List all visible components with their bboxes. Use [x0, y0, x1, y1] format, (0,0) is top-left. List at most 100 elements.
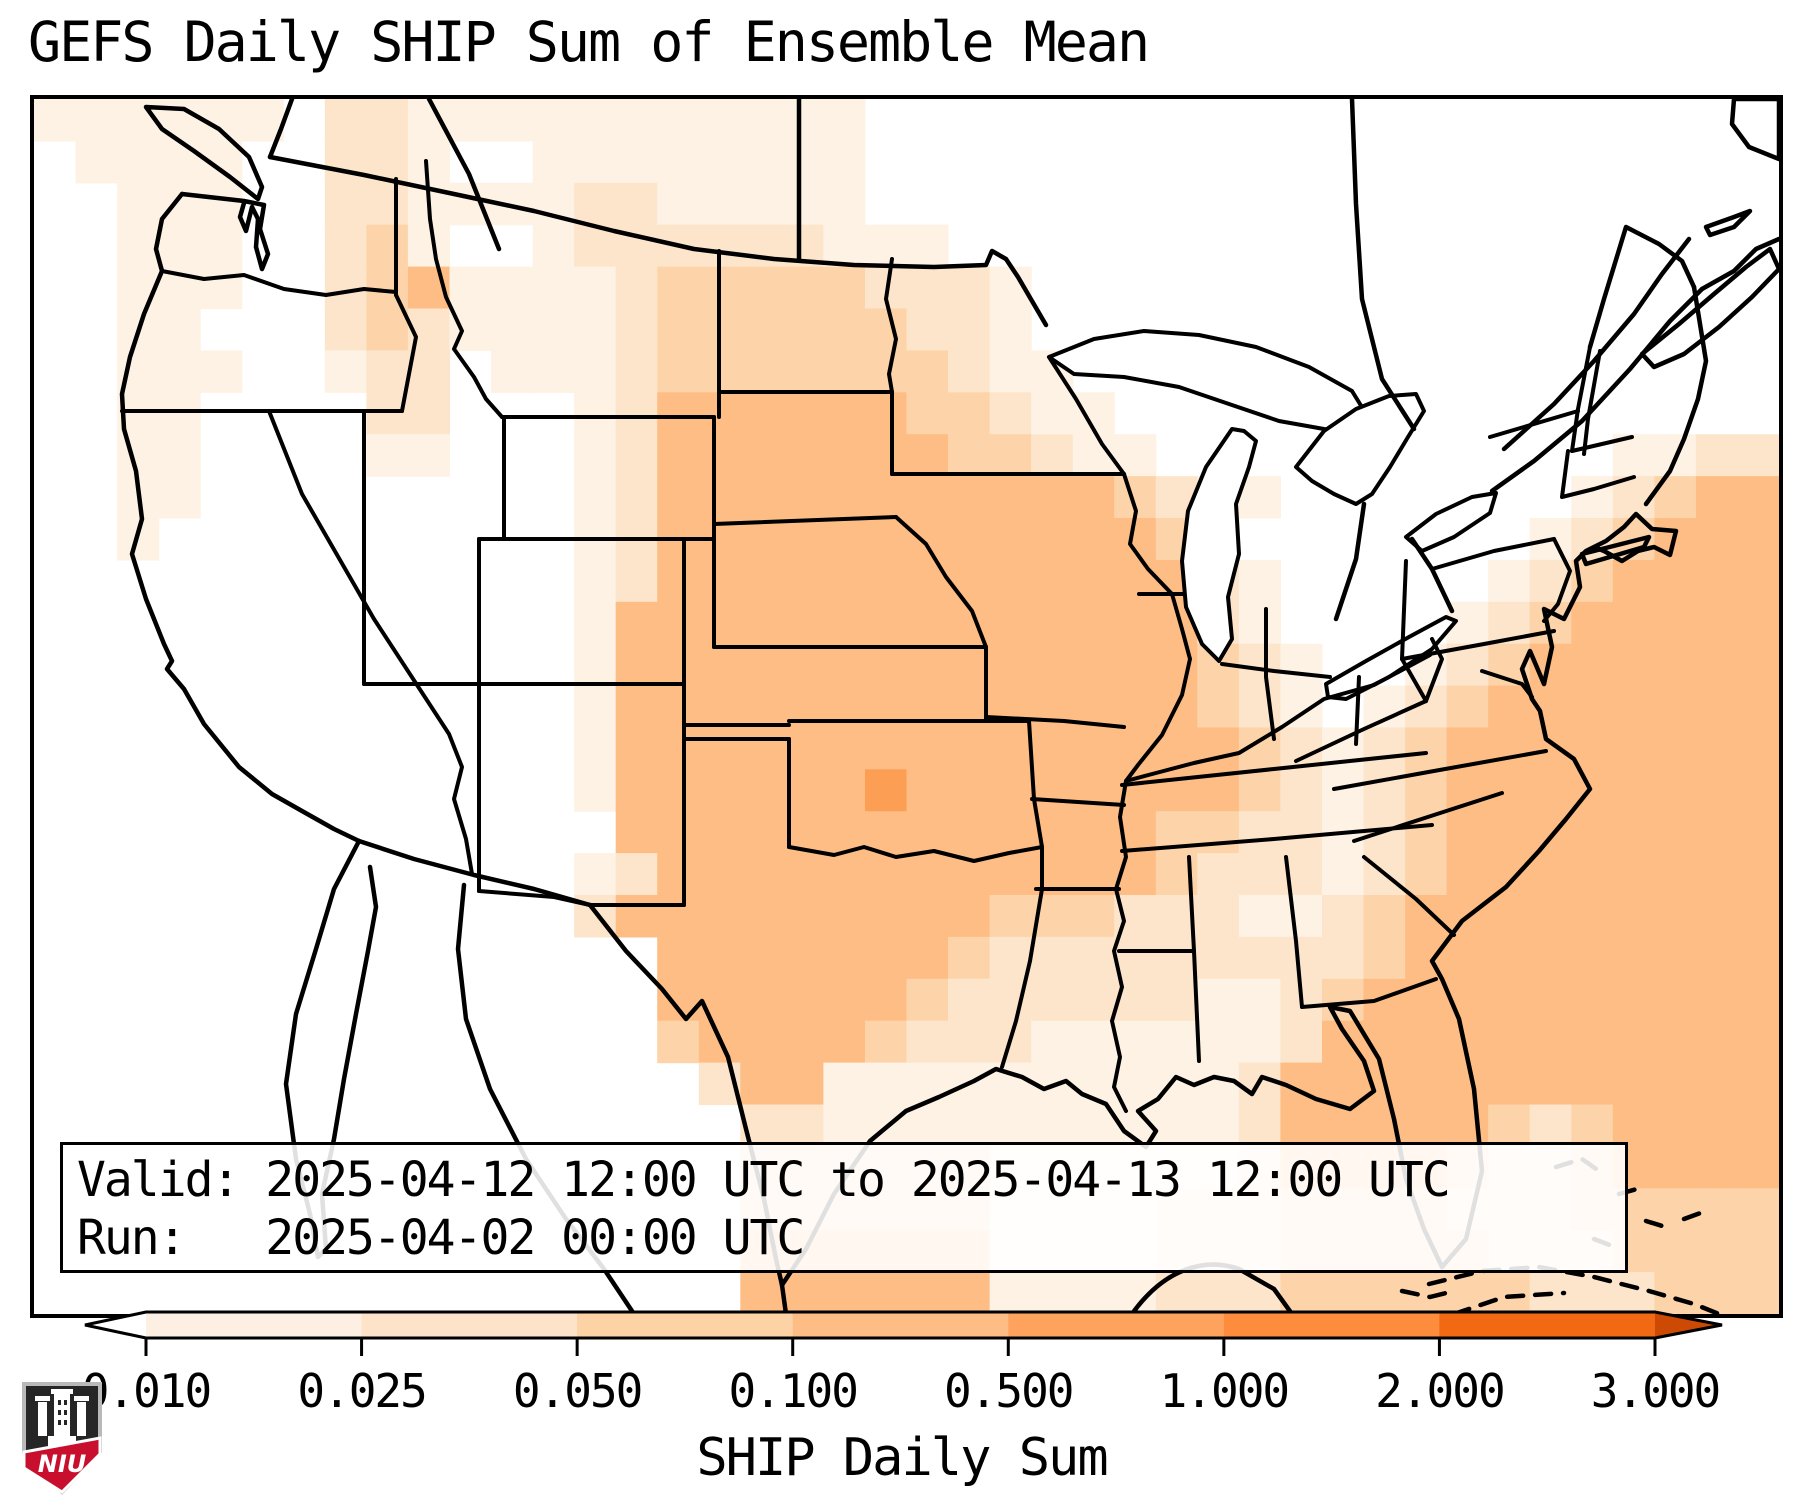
- heat-cell: [657, 434, 700, 477]
- heat-cell: [1737, 895, 1779, 938]
- heat-cell: [906, 476, 949, 519]
- heat-cell: [781, 1062, 824, 1106]
- ks-ok-border: [682, 719, 1031, 727]
- missouri-river: [894, 515, 988, 649]
- heat-cell: [823, 266, 866, 310]
- heat-cell: [1612, 1272, 1655, 1314]
- heat-cell: [657, 769, 700, 812]
- heat-cell: [1072, 936, 1115, 980]
- heat-cell: [1031, 559, 1074, 603]
- heat-cell: [1612, 936, 1655, 980]
- heat-cell: [865, 769, 908, 812]
- heat-cell: [1405, 1020, 1448, 1064]
- heat-cell: [1322, 978, 1365, 1022]
- colorbar-tick-label: 0.050: [513, 1364, 641, 1418]
- ca-nv-border: [267, 409, 474, 876]
- heat-cell: [906, 1020, 949, 1064]
- florida-keys: [1399, 1288, 1457, 1300]
- ship-heatmap-layer: [34, 99, 1779, 1314]
- heat-cell: [698, 99, 741, 142]
- heat-cell: [698, 182, 741, 226]
- heat-cell: [906, 434, 949, 477]
- heat-cell: [324, 350, 367, 393]
- heat-cell: [574, 140, 617, 184]
- heat-cell: [574, 559, 617, 603]
- heat-cell: [698, 434, 741, 477]
- colorbar: 0.010 0.025 0.050 0.100 0.500 1.000 2.000 3.000: [82, 1310, 1723, 1418]
- heat-cell: [158, 308, 201, 351]
- heat-cell: [1612, 1062, 1655, 1106]
- heat-cell: [781, 182, 824, 226]
- heat-cell: [948, 1104, 991, 1147]
- heat-cell: [823, 895, 866, 938]
- heat-cell: [158, 224, 201, 268]
- heat-cell: [740, 518, 783, 561]
- heat-cell: [1737, 1146, 1779, 1189]
- heat-cell: [1654, 727, 1697, 770]
- heat-cell: [1238, 601, 1281, 645]
- heat-cell: [615, 853, 658, 896]
- heat-cell: [1197, 727, 1240, 770]
- heat-cell: [532, 99, 575, 142]
- heat-cell: [657, 392, 700, 435]
- heat-cell: [906, 1062, 949, 1106]
- ga-al-border: [1284, 855, 1304, 1009]
- heat-cell: [1072, 1020, 1115, 1064]
- heat-cell: [698, 140, 741, 184]
- heat-cell: [1695, 1230, 1738, 1273]
- heat-cell: [34, 99, 77, 142]
- heat-cell: [698, 853, 741, 896]
- heat-cell: [823, 853, 866, 896]
- heat-cell: [906, 727, 949, 770]
- heat-cell: [1654, 978, 1697, 1022]
- sc-ga-border: [1362, 855, 1456, 937]
- heat-cell: [823, 224, 866, 268]
- heat-cell: [740, 936, 783, 980]
- heat-cell: [1612, 1104, 1655, 1147]
- heat-cell: [865, 811, 908, 854]
- heat-cell: [1654, 601, 1697, 645]
- heat-cell: [948, 1020, 991, 1064]
- heat-cell: [366, 392, 409, 435]
- long-island: [1579, 534, 1652, 567]
- heat-cell: [906, 350, 949, 393]
- heat-cell: [781, 434, 824, 477]
- red-river-ok-tx: [787, 845, 1044, 863]
- lake-michigan: [1180, 427, 1258, 663]
- heat-cell: [948, 392, 991, 435]
- wa-or-border: [160, 269, 398, 297]
- heat-cell: [1155, 978, 1198, 1022]
- heat-cell: [865, 727, 908, 770]
- colorbar-tick-label: 2.000: [1375, 1364, 1503, 1418]
- heat-cell: [1654, 559, 1697, 603]
- heat-cell: [366, 224, 409, 268]
- heat-cell: [989, 601, 1032, 645]
- heat-cell: [1654, 895, 1697, 938]
- heat-cell: [823, 518, 866, 561]
- heat-cell: [1695, 769, 1738, 812]
- heat-cell: [1488, 811, 1531, 854]
- heat-cell: [1072, 895, 1115, 938]
- heat-cell: [906, 518, 949, 561]
- heat-cell: [823, 978, 866, 1022]
- heat-cell: [366, 434, 409, 477]
- ga-fl-border: [1300, 977, 1438, 1009]
- pa-md-border: [1400, 629, 1556, 661]
- heat-cell: [1571, 643, 1614, 687]
- heat-cell: [1197, 1104, 1240, 1147]
- vancouver-island: [143, 104, 265, 202]
- heat-cell: [1031, 476, 1074, 519]
- colorbar-tick-label: 0.500: [944, 1364, 1072, 1418]
- heat-cell: [1488, 769, 1531, 812]
- heat-cell: [1488, 559, 1531, 603]
- heat-cell: [1488, 936, 1531, 980]
- heat-cell: [1488, 978, 1531, 1022]
- heat-cell: [906, 392, 949, 435]
- heat-cell: [1197, 685, 1240, 729]
- colorbar-tick-label: 0.100: [728, 1364, 856, 1418]
- heat-cell: [574, 727, 617, 770]
- niu-logo: NIU: [20, 1380, 104, 1500]
- heat-cell: [740, 978, 783, 1022]
- heat-cell: [948, 434, 991, 477]
- heat-cell: [906, 601, 949, 645]
